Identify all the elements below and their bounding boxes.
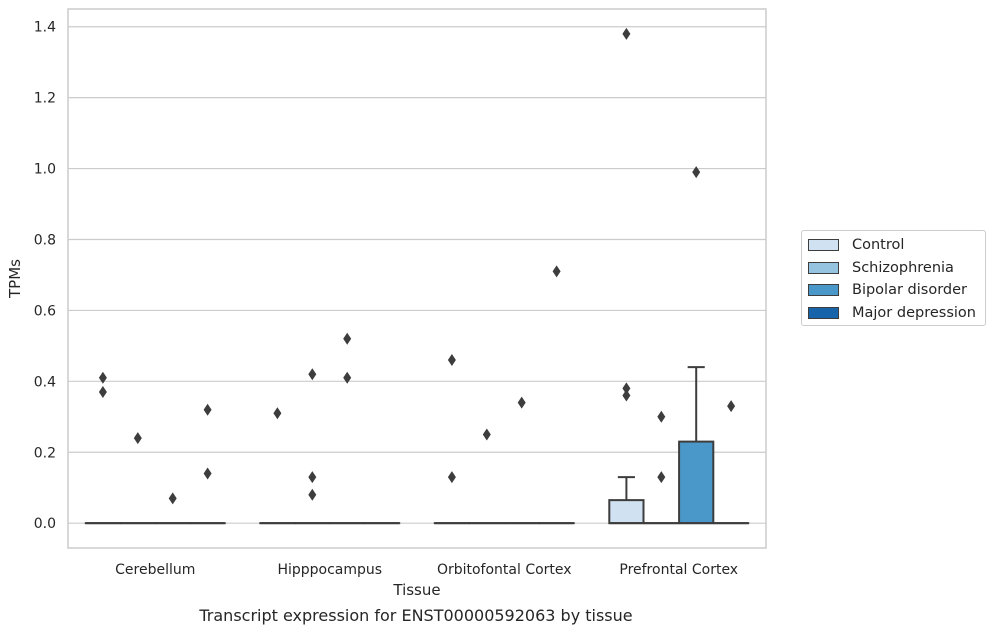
box-bipolar-disorder	[329, 332, 366, 525]
box-schizophrenia	[294, 368, 331, 525]
outlier-point	[552, 265, 561, 278]
outlier-point	[308, 488, 317, 501]
box	[608, 499, 645, 525]
legend-label: Major depression	[852, 304, 976, 321]
box-schizophrenia	[119, 432, 156, 525]
box-bipolar-disorder	[503, 396, 540, 525]
outlier-point	[98, 371, 107, 384]
y-axis-label: TPMs	[6, 259, 24, 299]
plot-marks	[84, 27, 750, 525]
y-tick-label: 1.2	[34, 91, 56, 107]
y-tick-label: 0.2	[34, 445, 56, 461]
box-bipolar-disorder	[678, 166, 715, 525]
legend: Control Schizophrenia Bipolar disorder Majo…	[801, 230, 986, 326]
outlier-point	[692, 166, 701, 179]
outlier-point	[343, 332, 352, 345]
outlier-point	[657, 410, 666, 423]
box	[678, 440, 715, 525]
outlier-point	[657, 471, 666, 484]
box-major-depression	[538, 265, 575, 525]
outlier-point	[308, 368, 317, 381]
legend-label: Control	[852, 237, 905, 253]
outlier-point	[203, 467, 212, 480]
outlier-point	[727, 400, 736, 413]
outlier-point	[622, 27, 631, 40]
outlier-point	[133, 432, 142, 445]
y-tick-label: 1.0	[34, 162, 56, 178]
x-tick-label: Cerebellum	[115, 562, 195, 578]
y-tick-label: 1.4	[34, 20, 56, 36]
box-control	[608, 27, 645, 525]
x-tick-label: Prefrontal Cortex	[619, 562, 738, 578]
outlier-point	[343, 371, 352, 384]
gridlines	[68, 26, 766, 524]
x-axis-label: Tissue	[392, 581, 440, 599]
legend-item: Schizophrenia	[808, 258, 954, 278]
outlier-point	[622, 382, 631, 395]
box-control	[259, 407, 296, 525]
outlier-point	[308, 471, 317, 484]
legend-swatch	[808, 306, 839, 319]
y-tick-label: 0.0	[34, 516, 56, 532]
box-control	[84, 371, 122, 525]
box-major-depression	[189, 403, 226, 525]
outlier-point	[203, 403, 212, 416]
outlier-point	[98, 385, 107, 398]
x-tick-labels: Cerebellum Hipppocampus Orbitofontal Corte…	[115, 562, 738, 578]
legend-label: Bipolar disorder	[852, 282, 967, 298]
legend-item: Major depression	[808, 303, 976, 323]
plot-frame	[67, 8, 767, 549]
y-tick-label: 0.4	[34, 374, 56, 390]
box-schizophrenia	[468, 428, 505, 525]
outlier-point	[447, 471, 456, 484]
legend-swatch	[808, 284, 839, 296]
box-schizophrenia	[643, 410, 680, 525]
legend-swatch	[808, 261, 839, 274]
legend-label: Schizophrenia	[852, 259, 954, 276]
x-tick-label: Hipppocampus	[277, 562, 382, 578]
box-bipolar-disorder	[154, 492, 191, 525]
legend-item: Control	[808, 235, 904, 255]
box-major-depression	[712, 400, 750, 525]
chart-caption: Transcript expression for ENST0000059206…	[199, 606, 633, 625]
outlier-point	[447, 354, 456, 367]
outlier-point	[622, 389, 631, 402]
x-tick-label: Orbitofontal Cortex	[437, 562, 572, 578]
outlier-point	[273, 407, 282, 420]
legend-swatch	[808, 239, 839, 251]
legend-item: Bipolar disorder	[808, 280, 967, 300]
y-tick-label: 0.6	[34, 303, 56, 319]
outlier-point	[168, 492, 177, 505]
box-control	[433, 354, 471, 525]
y-tick-label: 0.8	[34, 232, 56, 248]
outlier-point	[517, 396, 526, 409]
y-tick-labels: 0.0 0.2 0.4 0.6 0.8 1.0 1.2 1.4	[34, 20, 56, 532]
outlier-point	[482, 428, 491, 441]
